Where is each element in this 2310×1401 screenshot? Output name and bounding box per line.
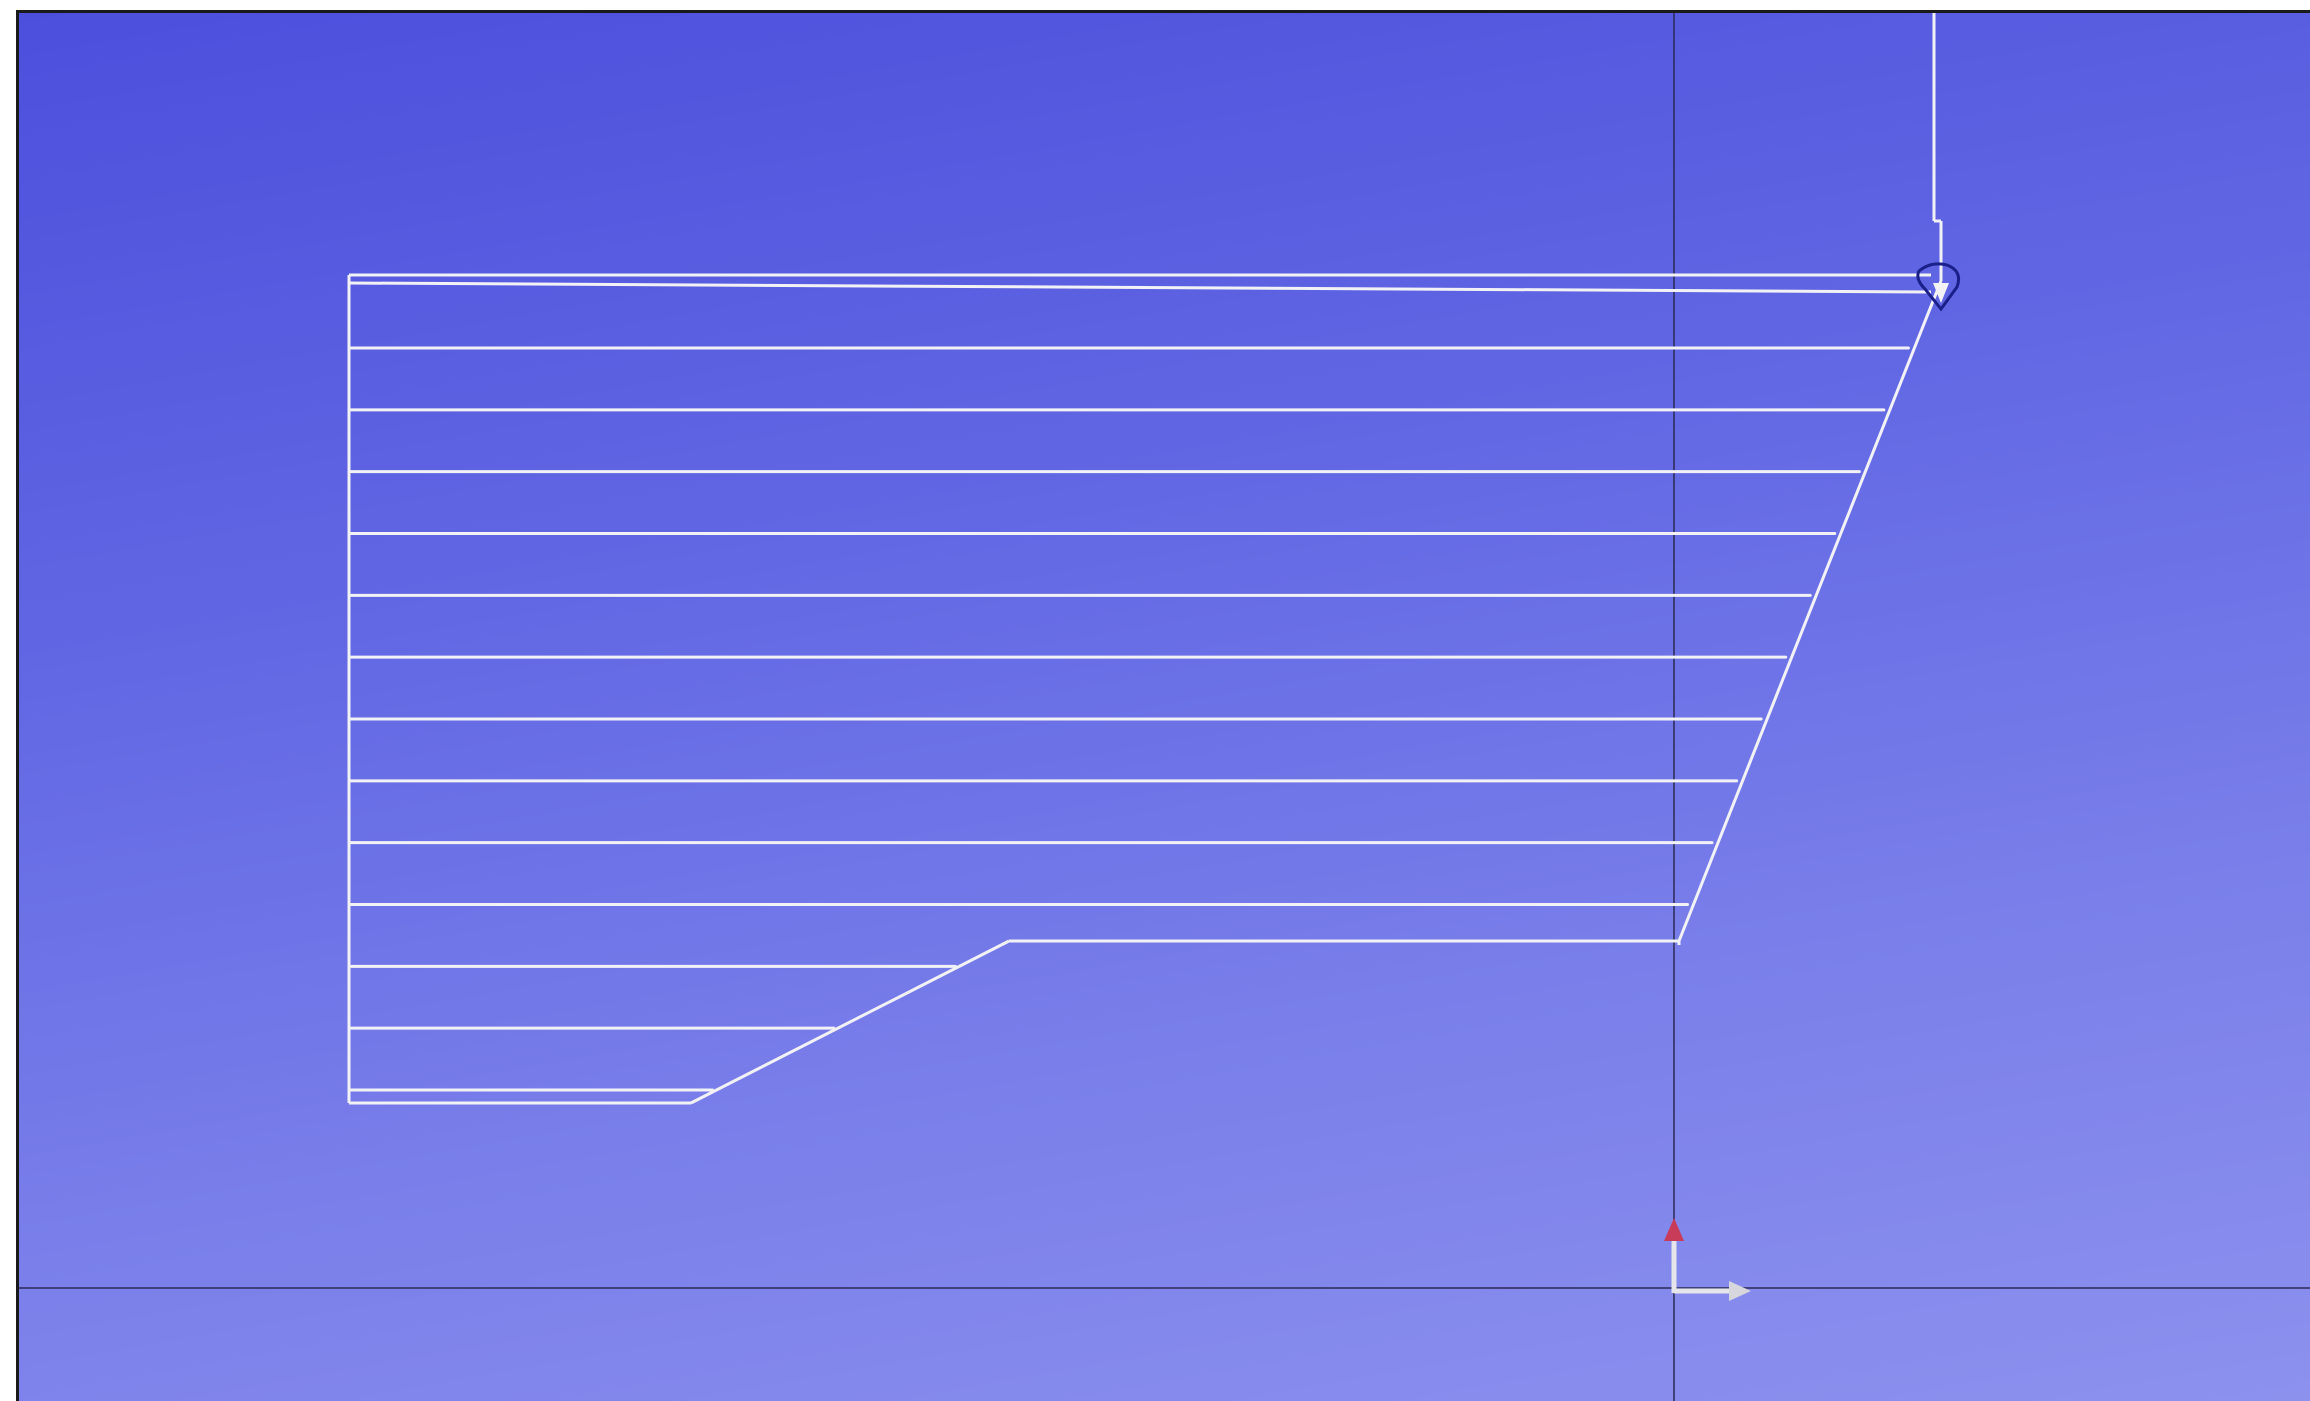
cam-3d-viewport[interactable] <box>16 10 2310 1401</box>
roughing-passes <box>347 346 1910 1092</box>
coordinate-origin-icon <box>1664 1218 1751 1301</box>
finishing-profile <box>347 273 1943 1105</box>
toolpath-canvas[interactable] <box>19 13 2310 1401</box>
tool-tip-icon[interactable] <box>1916 262 1961 312</box>
tool-approach-path <box>1932 13 1943 281</box>
